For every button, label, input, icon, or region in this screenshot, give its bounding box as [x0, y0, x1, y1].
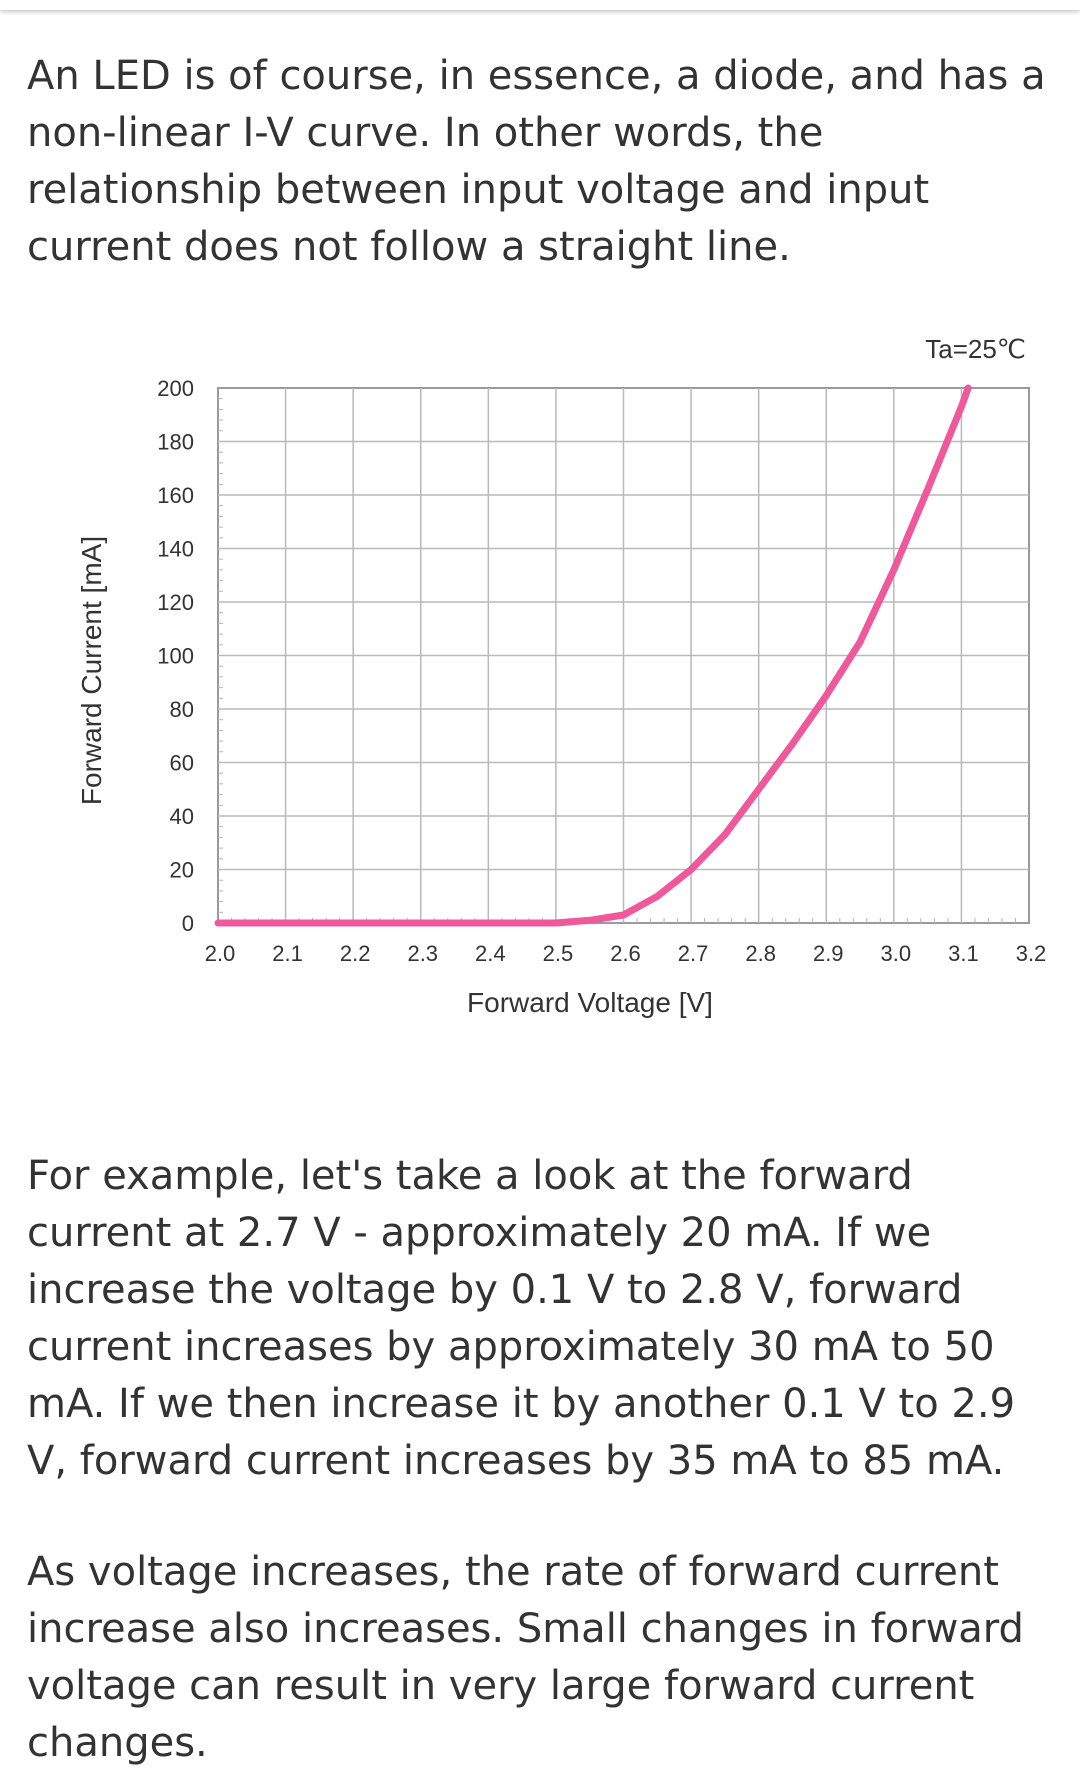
x-axis-title: Forward Voltage [V]	[467, 987, 713, 1018]
x-tick-label: 2.9	[813, 941, 844, 966]
y-tick-label: 60	[170, 751, 194, 776]
y-tick-label: 180	[157, 430, 194, 455]
y-tick-label: 100	[157, 644, 194, 669]
x-tick-label: 2.7	[678, 941, 709, 966]
x-tick-label: 2.1	[272, 941, 303, 966]
y-tick-label: 20	[170, 858, 194, 883]
chart-labels: 2.0 2.1 2.2 2.3 2.4 2.5 2.6 2.7 2.8 2.9 3.0 3.1 3.2 0…	[76, 334, 1046, 1018]
chart-series	[214, 384, 972, 927]
intro-paragraph: An LED is of course, in essence, a diode…	[27, 53, 1046, 270]
x-tick-label: 2.3	[407, 941, 438, 966]
y-tick-label: 40	[170, 804, 194, 829]
y-tick-label: 200	[157, 376, 194, 401]
x-tick-label: 2.6	[610, 941, 641, 966]
chart-annotation: Ta=25℃	[925, 334, 1026, 364]
example-paragraph: For example, let's take a look at the fo…	[27, 1153, 1016, 1484]
x-tick-label: 3.2	[1016, 941, 1047, 966]
x-tick-label: 3.1	[948, 941, 979, 966]
series-line	[214, 384, 972, 927]
y-tick-label: 0	[182, 911, 194, 936]
y-tick-label: 140	[157, 537, 194, 562]
iv-curve-chart: 2.0 2.1 2.2 2.3 2.4 2.5 2.6 2.7 2.8 2.9 3.0 3.1 3.2 0…	[76, 334, 1046, 1018]
x-tick-label: 2.8	[745, 941, 776, 966]
conclusion-paragraph: As voltage increases, the rate of forwar…	[27, 1549, 1024, 1766]
x-tick-label: 2.4	[475, 941, 506, 966]
x-tick-label: 2.2	[340, 941, 371, 966]
y-tick-label: 80	[170, 697, 194, 722]
y-tick-label: 120	[157, 590, 194, 615]
top-bar	[0, 0, 1080, 10]
x-tick-label: 3.0	[881, 941, 912, 966]
y-axis-title: Forward Current [mA]	[76, 536, 107, 805]
chart-grid	[217, 387, 1030, 924]
x-tick-label: 2.5	[543, 941, 574, 966]
x-tick-label: 2.0	[205, 941, 236, 966]
y-tick-label: 160	[157, 483, 194, 508]
